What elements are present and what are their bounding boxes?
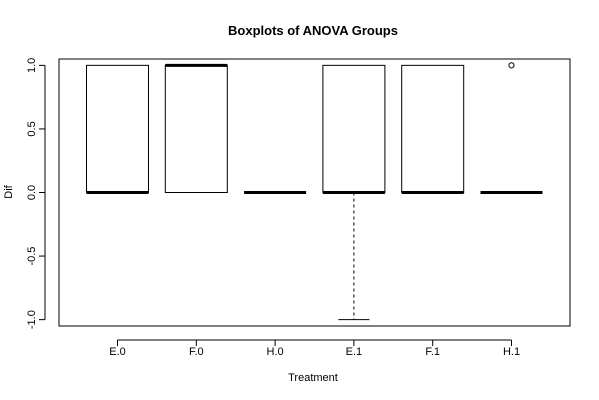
x-tick-label: E.1 <box>346 346 363 358</box>
y-tick-label: 1.0 <box>26 58 38 73</box>
plot-frame <box>58 58 571 327</box>
box-F.0 <box>164 63 228 193</box>
chart-title: Boxplots of ANOVA Groups <box>228 23 398 38</box>
x-tick-label: H.0 <box>267 346 284 358</box>
y-tick-label: -1.0 <box>26 310 38 329</box>
x-axis-label: Treatment <box>288 372 338 384</box>
box-E.0 <box>86 64 149 194</box>
x-axis: E.0 F.0 H.0 E.1 F.1 H.1 <box>109 339 520 358</box>
box-iqr <box>164 64 228 193</box>
x-tick-label: F.1 <box>425 346 440 358</box>
x-tick-label: H.1 <box>503 346 520 358</box>
y-tick-label: 0.5 <box>26 121 38 136</box>
box-F.1 <box>401 64 465 194</box>
box-E.1 <box>322 64 386 321</box>
box-H.1 <box>480 62 543 194</box>
outlier-point <box>508 62 515 69</box>
boxes-layer <box>86 62 543 321</box>
y-axis: -1.0 -0.5 0.0 0.5 1.0 <box>26 58 46 329</box>
y-tick-label: 0.0 <box>26 185 38 200</box>
x-tick-label: E.0 <box>109 346 126 358</box>
box-iqr <box>401 64 465 193</box>
box-iqr <box>86 64 149 193</box>
y-axis-label: Dif <box>3 184 15 198</box>
box-iqr <box>322 64 386 193</box>
y-tick-label: -0.5 <box>26 247 38 266</box>
x-tick-label: F.0 <box>189 346 204 358</box>
